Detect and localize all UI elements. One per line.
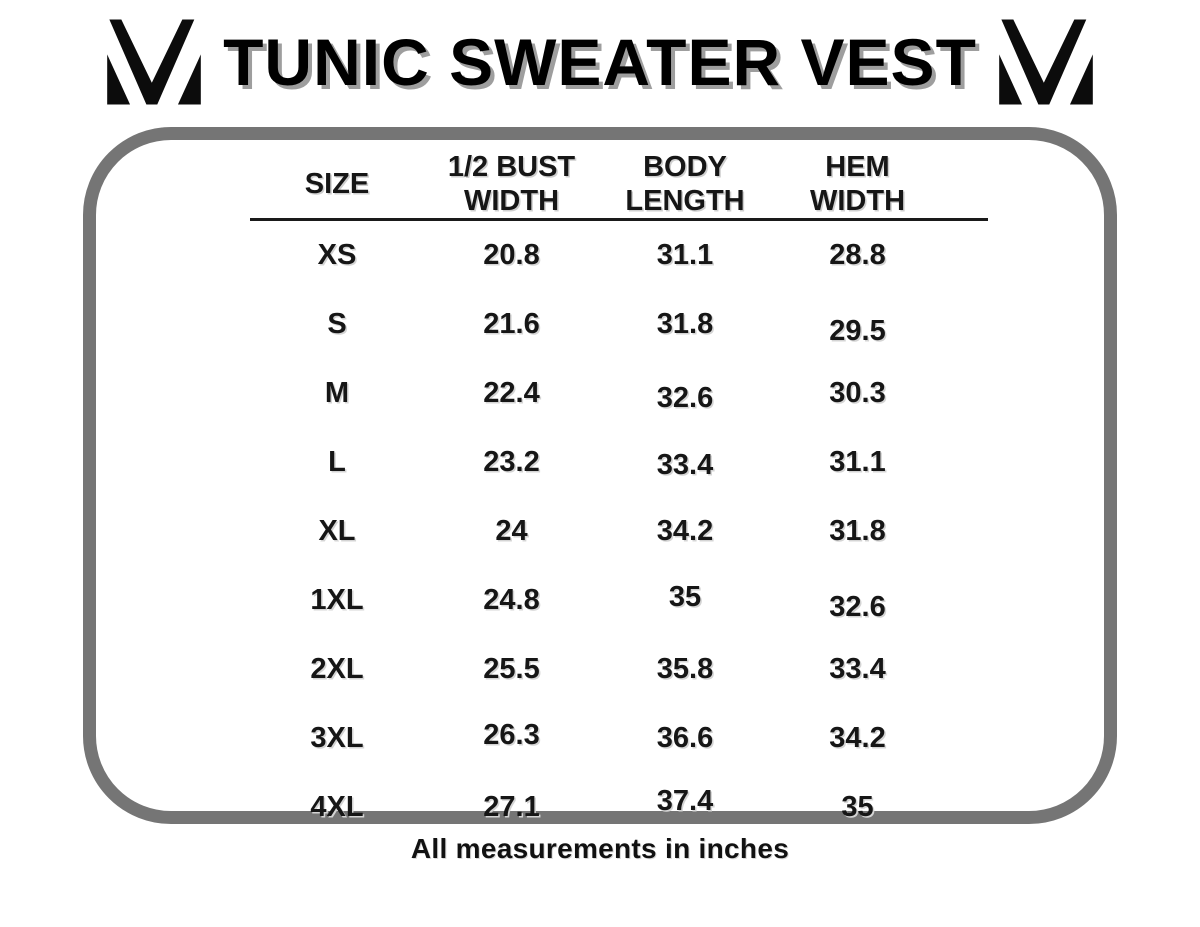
value-cell: 31.1 <box>829 446 886 478</box>
value-cell: 29.5 <box>829 315 886 347</box>
table-row: 2XL 25.5 35.8 33.4 <box>250 635 988 704</box>
size-cell: 2XL <box>310 653 364 685</box>
header: TUNIC SWEATER VEST <box>0 14 1200 110</box>
value-cell: 30.3 <box>829 377 886 409</box>
value-cell: 33.4 <box>656 449 714 481</box>
column-header-size: SIZE <box>250 167 424 201</box>
value-cell: 24 <box>495 515 528 547</box>
column-header-label: HEM <box>825 151 890 183</box>
table-row: 3XL 26.3 36.6 34.2 <box>250 704 988 773</box>
table-row: M 22.4 32.6 30.3 <box>250 359 988 428</box>
value-cell: 24.8 <box>483 584 540 616</box>
size-cell: 3XL <box>310 722 364 754</box>
value-cell: 21.6 <box>483 308 540 340</box>
table-body: XS 20.8 31.1 28.8 S 21.6 31.8 29.5 M 22.4 32.6 30.3… <box>250 221 988 842</box>
value-cell: 22.4 <box>483 377 540 409</box>
value-cell: 33.4 <box>829 653 886 685</box>
size-cell: 4XL <box>310 791 364 823</box>
value-cell: 31.8 <box>656 308 714 340</box>
table-header-row: SIZE 1/2 BUST WIDTH BODY LENGTH HEM WIDT… <box>250 150 988 221</box>
column-header-label: LENGTH <box>625 185 745 217</box>
column-header-label: 1/2 BUST <box>447 151 576 183</box>
column-header-label: WIDTH <box>809 185 906 217</box>
value-cell: 26.3 <box>483 719 540 751</box>
column-header-body-length: BODY LENGTH <box>599 150 771 218</box>
value-cell: 25.5 <box>483 653 540 685</box>
measurement-note: All measurements in inches <box>410 833 790 864</box>
column-header-hem-width: HEM WIDTH <box>771 150 944 218</box>
brand-m-monogram-icon <box>107 19 201 105</box>
value-cell: 34.2 <box>656 515 714 547</box>
size-chart-panel: SIZE 1/2 BUST WIDTH BODY LENGTH HEM WIDT… <box>83 127 1117 824</box>
table-row: XS 20.8 31.1 28.8 <box>250 221 988 290</box>
value-cell: 35 <box>841 791 874 823</box>
value-cell: 32.6 <box>829 591 886 623</box>
table-row: S 21.6 31.8 29.5 <box>250 290 988 359</box>
value-cell: 35.8 <box>656 653 714 685</box>
column-header-label: BODY <box>643 151 727 183</box>
size-cell: M <box>324 377 350 409</box>
size-cell: XL <box>318 515 356 547</box>
brand-m-monogram-icon <box>999 19 1093 105</box>
column-header-label: WIDTH <box>463 185 560 217</box>
table-row: 4XL 27.1 37.4 35 <box>250 773 988 842</box>
value-cell: 37.4 <box>656 785 714 817</box>
table-row: L 23.2 33.4 31.1 <box>250 428 988 497</box>
column-header-label: SIZE <box>304 168 370 200</box>
column-header-half-bust-width: 1/2 BUST WIDTH <box>424 150 599 218</box>
value-cell: 31.8 <box>829 515 886 547</box>
page-title: TUNIC SWEATER VEST <box>223 25 977 99</box>
table-row: XL 24 34.2 31.8 <box>250 497 988 566</box>
value-cell: 36.6 <box>656 722 714 754</box>
size-cell: S <box>327 308 347 340</box>
size-cell: 1XL <box>310 584 364 616</box>
value-cell: 35 <box>668 581 702 613</box>
value-cell: 31.1 <box>656 239 714 271</box>
value-cell: 28.8 <box>829 239 886 271</box>
value-cell: 32.6 <box>656 382 714 414</box>
size-cell: XS <box>317 239 357 271</box>
value-cell: 23.2 <box>483 446 540 478</box>
value-cell: 27.1 <box>483 791 540 823</box>
size-cell: L <box>328 446 346 478</box>
value-cell: 20.8 <box>483 239 540 271</box>
value-cell: 34.2 <box>829 722 886 754</box>
size-table: SIZE 1/2 BUST WIDTH BODY LENGTH HEM WIDT… <box>250 150 988 842</box>
table-row: 1XL 24.8 35 32.6 <box>250 566 988 635</box>
